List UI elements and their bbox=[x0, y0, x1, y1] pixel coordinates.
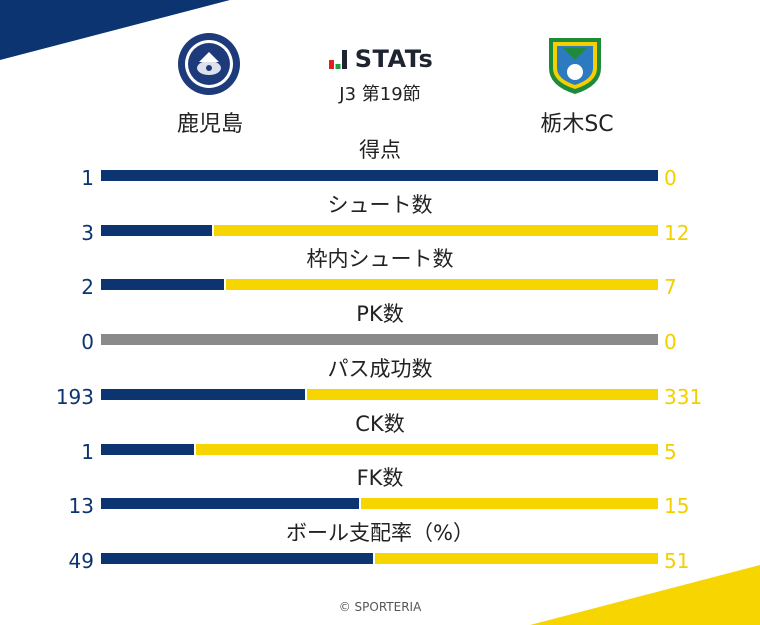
bar-neutral bbox=[101, 334, 658, 346]
stat-row: ボール支配率（%） 49 51 bbox=[0, 520, 760, 575]
comparison-bar bbox=[101, 552, 658, 564]
bar-away-segment bbox=[375, 552, 658, 564]
bar-divider bbox=[194, 443, 196, 455]
bar-home-segment bbox=[101, 552, 373, 564]
home-value: 0 bbox=[81, 330, 94, 355]
stat-label: ボール支配率（%） bbox=[286, 520, 474, 545]
home-value: 1 bbox=[81, 439, 94, 464]
home-value: 49 bbox=[68, 548, 94, 573]
bar-home-segment bbox=[101, 170, 658, 181]
comparison-bar bbox=[101, 334, 658, 346]
stat-row: FK数 13 15 bbox=[0, 465, 760, 520]
away-value: 5 bbox=[664, 439, 677, 464]
bar-away-segment bbox=[361, 498, 658, 510]
bar-divider bbox=[224, 279, 226, 291]
stat-label: 枠内シュート数 bbox=[306, 247, 454, 272]
stat-row: PK数 0 0 bbox=[0, 301, 760, 356]
home-value: 1 bbox=[81, 166, 94, 190]
stat-row: 枠内シュート数 2 7 bbox=[0, 246, 760, 301]
comparison-bar bbox=[101, 388, 658, 400]
matchday-label: J3 第19節 bbox=[339, 84, 421, 105]
comparison-bar bbox=[101, 170, 658, 181]
bar-divider bbox=[212, 224, 214, 236]
stat-label: パス成功数 bbox=[327, 356, 433, 381]
stat-label: CK数 bbox=[355, 411, 405, 436]
bar-home-segment bbox=[101, 443, 194, 455]
home-value: 13 bbox=[68, 494, 94, 519]
away-value: 331 bbox=[664, 384, 703, 409]
away-value: 0 bbox=[664, 166, 677, 190]
home-value: 2 bbox=[81, 275, 94, 300]
match-header: STATs J3 第19節 鹿児島 栃木SC bbox=[0, 0, 760, 140]
kagoshima-crest-icon bbox=[178, 33, 240, 95]
footer-credit: © SPORTERIA bbox=[338, 600, 422, 614]
away-value: 12 bbox=[664, 220, 690, 245]
bar-home-segment bbox=[101, 388, 305, 400]
bar-home-segment bbox=[101, 224, 212, 236]
stat-label: 得点 bbox=[359, 138, 401, 162]
stat-row: シュート数 3 12 bbox=[0, 192, 760, 247]
stat-label: FK数 bbox=[356, 466, 404, 491]
comparison-bar bbox=[101, 443, 658, 455]
stat-label: PK数 bbox=[356, 302, 404, 327]
bar-away-segment bbox=[307, 388, 658, 400]
away-value: 0 bbox=[664, 330, 677, 355]
corner-decoration-bottom-right bbox=[530, 565, 760, 625]
away-value: 15 bbox=[664, 494, 690, 519]
bar-away-segment bbox=[196, 443, 658, 455]
comparison-bar bbox=[101, 224, 658, 236]
bar-away-segment bbox=[214, 224, 658, 236]
home-team-name: 鹿児島 bbox=[176, 112, 243, 137]
stats-logo-icon bbox=[328, 50, 347, 69]
comparison-bar bbox=[101, 279, 658, 291]
stat-label: シュート数 bbox=[327, 192, 433, 217]
corner-decoration-top-left bbox=[0, 0, 230, 60]
bar-divider bbox=[305, 388, 307, 400]
home-value: 3 bbox=[81, 220, 94, 245]
bar-divider bbox=[373, 552, 375, 564]
bar-home-segment bbox=[101, 279, 224, 291]
bar-away-segment bbox=[226, 279, 658, 291]
brand-title: STATs bbox=[354, 45, 434, 73]
stat-row: CK数 1 5 bbox=[0, 411, 760, 466]
bar-home-segment bbox=[101, 498, 359, 510]
bar-divider bbox=[359, 498, 361, 510]
comparison-bar bbox=[101, 498, 658, 510]
stat-row: 得点 1 0 bbox=[0, 137, 760, 192]
stats-brand: STATs bbox=[300, 44, 460, 74]
away-value: 7 bbox=[664, 275, 677, 300]
away-team-name: 栃木SC bbox=[540, 112, 614, 137]
home-value: 193 bbox=[55, 384, 94, 409]
tochigi-crest-icon bbox=[549, 38, 601, 94]
stat-row: パス成功数 193 331 bbox=[0, 356, 760, 411]
away-value: 51 bbox=[664, 548, 690, 573]
